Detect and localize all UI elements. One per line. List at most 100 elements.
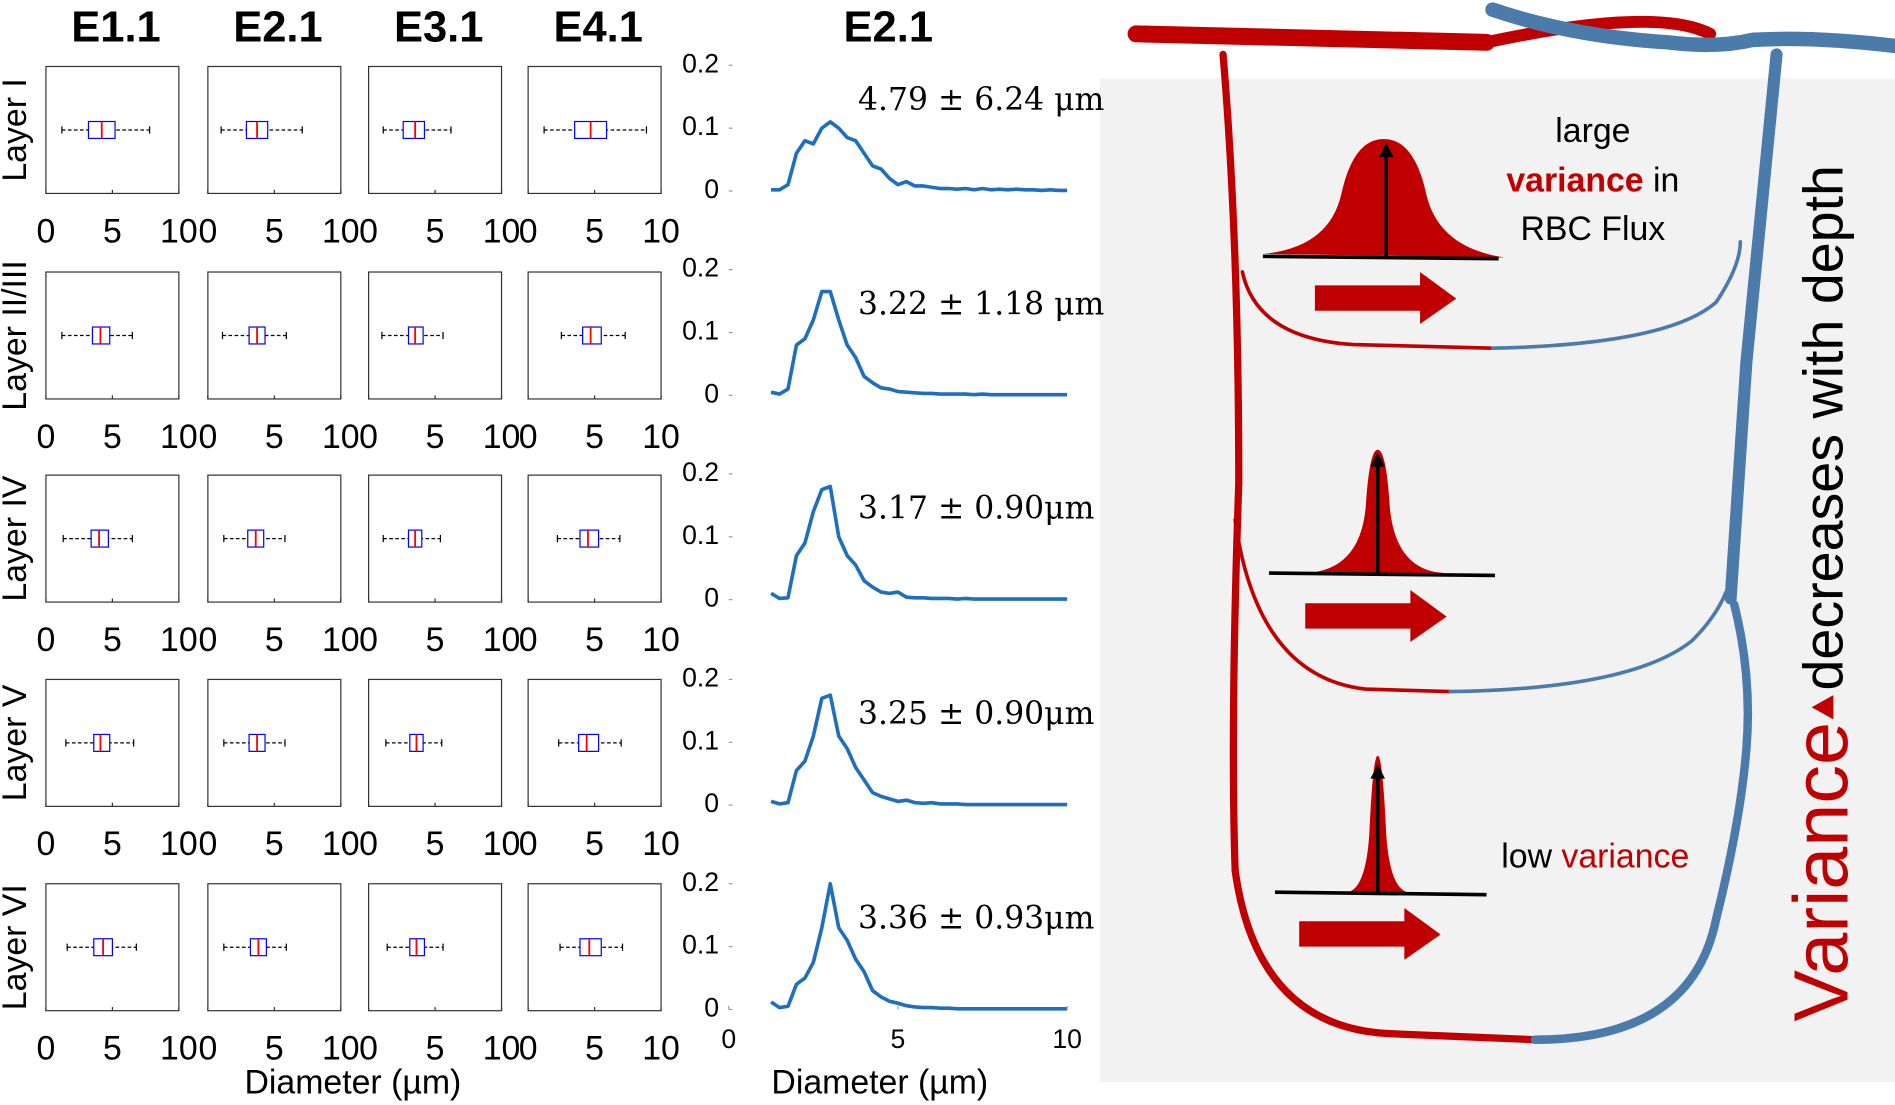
y-tick-label: 0 [704,583,719,613]
y-tick-label: 0.2 [682,867,719,897]
x-axis-label: Diameter (µm) [245,1063,462,1101]
x-tick-label: 5 [426,825,445,863]
x-tick-label: 10 [322,1030,360,1068]
x-tick-label: 0 [37,1030,56,1068]
x-tick-label: 10 [642,418,680,456]
x-tick-label: 10 [642,1030,680,1068]
vessel [1530,600,1753,1044]
x-tick-label: 0 [37,212,56,250]
line [770,289,1068,397]
line [770,484,1068,601]
x-tick-label: 5 [265,825,284,863]
x-tick-label: 10 [1052,1024,1082,1054]
distribution-axis [1274,773,1487,897]
row-label: Layer IV [0,475,34,601]
x-tick-label: 5 [265,621,284,659]
vessel [1485,2,1895,54]
box [93,733,111,752]
x-tick-label: 0 [198,1030,217,1068]
x-tick-label: 5 [265,212,284,250]
x-tick-label: 0 [359,212,378,250]
x-tick-label: 0 [359,621,378,659]
y-tick-label: 0.1 [682,315,719,345]
flow-arrow [1299,907,1441,960]
x-tick-label: 10 [160,1030,198,1068]
x-tick-label: 0 [519,418,538,456]
vessel [1448,590,1728,694]
x-tick-label: 5 [103,212,122,250]
arrowhead [1370,452,1385,467]
distribution-axis [1262,151,1499,261]
side-arrow [1811,695,1834,720]
flow-arrow [1305,589,1447,642]
line [770,881,1068,1011]
x-tick-label: 10 [642,212,680,250]
box [582,326,602,345]
box [579,938,602,957]
distribution-axis [1268,461,1495,578]
x-tick-label: 10 [642,825,680,863]
x-tick-label: 5 [426,1030,445,1068]
note: variance [1561,837,1689,875]
x-tick-label: 0 [519,825,538,863]
y-tick-label: 0.1 [682,930,719,960]
x-tick-label: 10 [483,621,521,659]
x-tick-label: 5 [426,621,445,659]
vessel [1127,25,1495,51]
x-tick-label: 5 [585,418,604,456]
x-tick-label: 0 [359,1030,378,1068]
box [402,120,426,140]
row-label: Layer II/III [0,260,34,410]
x-tick-label: 0 [359,825,378,863]
y-tick-label: 0.2 [682,253,719,283]
x-tick-label: 5 [585,825,604,863]
vessel [1233,518,1453,694]
arrowhead [1378,142,1394,158]
annotation: 3.25 ± 0.90μm [858,696,1094,732]
x-tick-label: 0 [519,621,538,659]
x-tick-label: 0 [37,418,56,456]
vessel [1490,239,1743,350]
note: large [1555,112,1630,150]
distribution [1305,449,1445,574]
column-title: E2.1 [233,4,322,52]
x-tick-label: 10 [483,1030,521,1068]
x-tick-label: 0 [198,825,217,863]
x-tick-label: 10 [160,825,198,863]
annotation: 3.36 ± 0.93μm [858,901,1094,937]
x-tick-label: 10 [642,621,680,659]
y-tick-label: 0 [704,174,719,204]
vessel [1240,270,1495,350]
row-label: Layer VI [0,884,34,1010]
x-tick-label: 0 [198,212,217,250]
x-tick-label: 0 [359,418,378,456]
y-tick-label: 0.2 [682,457,719,487]
note: RBC Flux [1521,210,1666,248]
x-tick-label: 5 [103,825,122,863]
flow-arrow [1314,272,1457,325]
x-tick-label: 0 [721,1024,736,1054]
line [770,693,1068,807]
x-tick-label: 10 [322,418,360,456]
x-tick-label: 10 [483,212,521,250]
y-tick-label: 0.2 [682,48,719,78]
x-tick-label: 5 [585,1030,604,1068]
vessel [1480,15,1717,49]
y-tick-label: 0 [704,378,719,408]
x-tick-label: 5 [426,212,445,250]
x-tick-label: 5 [426,418,445,456]
line [771,120,1068,193]
x-tick-label: 5 [265,418,284,456]
row-label: Layer V [0,684,34,801]
diagram: large variance in RBC Flux low variance … [1099,2,1895,1083]
note: low [1501,837,1552,875]
x-tick-label: 10 [483,418,521,456]
annotation: 3.22 ± 1.18 μm [858,286,1104,322]
side-note: decreases with depth [1792,165,1854,690]
x-tick-label: 0 [198,418,217,456]
x-tick-label: 0 [37,621,56,659]
column-title: E3.1 [394,4,483,52]
x-tick-label: 0 [37,825,56,863]
vessel [1219,50,1539,1044]
